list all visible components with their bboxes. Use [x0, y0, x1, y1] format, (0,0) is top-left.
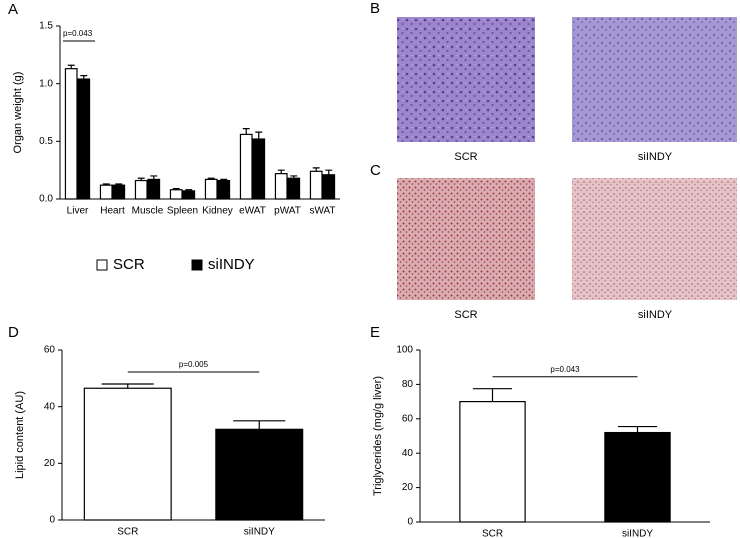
x-tick-label: eWAT: [239, 206, 266, 217]
bar: [99, 184, 113, 200]
y-tick-label: 0.0: [39, 194, 53, 205]
panel-label: B: [370, 0, 380, 17]
y-tick-label: 0: [407, 517, 413, 528]
error-bar: [172, 188, 180, 190]
error-bar: [312, 167, 320, 172]
bar: [215, 428, 304, 521]
error-bar: [220, 178, 228, 181]
panel-label: D: [8, 324, 19, 341]
error-bar: [290, 175, 298, 179]
significance-label: p=0.043: [550, 365, 580, 374]
x-tick-label: Liver: [67, 206, 89, 217]
bar: [217, 179, 231, 200]
legend-swatch: [96, 259, 108, 271]
bar: [83, 387, 172, 521]
error-bar: [325, 169, 333, 175]
y-tick-label: 1.5: [39, 21, 53, 32]
y-tick-label: 20: [44, 458, 56, 469]
histology-image: [572, 178, 737, 300]
error-bar: [255, 131, 263, 140]
panel-label: E: [370, 324, 380, 341]
bar: [239, 133, 253, 200]
bar: [604, 431, 671, 523]
image-caption: siINDY: [638, 151, 673, 163]
bar: [309, 170, 323, 200]
bar: [459, 401, 526, 523]
x-tick-label: Spleen: [167, 206, 198, 217]
error-bar: [185, 189, 193, 191]
y-tick-label: 80: [402, 379, 414, 390]
error-bar: [242, 128, 250, 135]
bar: [274, 173, 288, 200]
error-bar: [102, 183, 110, 186]
error-bar: [233, 420, 286, 430]
histology-image: [397, 178, 535, 300]
image-caption: siINDY: [638, 309, 673, 321]
bar: [252, 138, 266, 200]
image-caption: SCR: [454, 309, 477, 321]
legend-label: siINDY: [208, 256, 255, 273]
y-axis-label: Lipid content (AU): [14, 391, 26, 479]
bar: [287, 177, 301, 200]
x-tick-label: pWAT: [274, 206, 301, 217]
x-tick-label: Muscle: [132, 206, 164, 217]
y-tick-label: 40: [44, 401, 56, 412]
y-tick-label: 60: [44, 345, 56, 356]
error-bar: [115, 183, 123, 186]
histology-image: [397, 17, 535, 142]
bar: [169, 189, 183, 200]
x-tick-label: sWAT: [309, 206, 335, 217]
y-tick-label: 1.0: [39, 78, 53, 89]
x-tick-label: Kidney: [202, 206, 233, 217]
bar: [134, 179, 148, 200]
x-tick-label: siINDY: [244, 527, 275, 538]
error-bar: [101, 383, 154, 389]
error-bar: [617, 425, 658, 433]
y-tick-label: 40: [402, 448, 414, 459]
error-bar: [137, 177, 145, 181]
y-tick-label: 20: [402, 482, 414, 493]
legend-swatch: [191, 259, 203, 271]
bar: [77, 78, 91, 200]
bar: [204, 178, 218, 200]
y-tick-label: 60: [402, 413, 414, 424]
x-tick-label: siINDY: [622, 529, 653, 538]
bar: [112, 184, 126, 200]
y-tick-label: 100: [396, 345, 413, 356]
y-axis-label: Triglycerides (mg/g liver): [372, 376, 384, 496]
y-tick-label: 0: [49, 515, 55, 526]
error-bar: [277, 169, 285, 174]
significance-label: p=0.005: [179, 360, 209, 369]
x-tick-label: SCR: [117, 527, 138, 538]
error-bar: [472, 388, 513, 402]
panel-label: C: [370, 162, 381, 179]
bar: [147, 178, 161, 200]
error-bar: [80, 74, 88, 80]
bar: [64, 68, 78, 200]
significance-label: p=0.043: [63, 29, 93, 38]
image-caption: SCR: [454, 151, 477, 163]
bar: [182, 190, 196, 200]
y-axis-label: Organ weight (g): [12, 72, 24, 154]
error-bar: [67, 64, 75, 69]
histology-image: [572, 17, 737, 142]
y-tick-label: 0.5: [39, 136, 53, 147]
error-bar: [150, 175, 158, 180]
x-tick-label: SCR: [482, 529, 503, 538]
legend-label: SCR: [113, 256, 145, 273]
x-tick-label: Heart: [100, 206, 125, 217]
error-bar: [207, 177, 215, 180]
panel-label: A: [8, 1, 18, 18]
bar: [322, 174, 336, 200]
